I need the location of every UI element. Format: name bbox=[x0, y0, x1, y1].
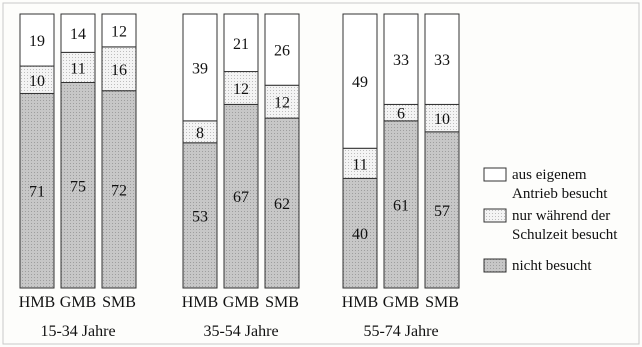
data-label: 75 bbox=[70, 178, 86, 195]
x-tick-label: SMB bbox=[265, 294, 299, 311]
group-label: 15-34 Jahre bbox=[40, 323, 115, 340]
bar-segment-nicht-besucht bbox=[60, 82, 96, 289]
x-tick-label: HMB bbox=[19, 294, 55, 311]
legend-label: aus eigenem bbox=[512, 167, 587, 183]
bar-segment-nicht-besucht bbox=[101, 90, 137, 289]
data-label: 61 bbox=[393, 197, 409, 214]
data-label: 6 bbox=[397, 106, 405, 123]
group-label: 35-54 Jahre bbox=[203, 323, 278, 340]
bar-segment-aus-eigenem-antrieb-besucht bbox=[60, 13, 96, 53]
data-label: 33 bbox=[393, 52, 409, 69]
x-tick-label: SMB bbox=[102, 294, 136, 311]
x-tick-label: GMB bbox=[223, 294, 259, 311]
data-label: 12 bbox=[111, 23, 127, 40]
x-tick-label: GMB bbox=[383, 294, 419, 311]
legend-label: Schulzeit besucht bbox=[512, 227, 618, 243]
bar-segment-nur-während-der-schulzeit-besucht bbox=[424, 103, 460, 133]
bar-segment-nur-während-der-schulzeit-besucht bbox=[264, 84, 300, 119]
bar-segment-aus-eigenem-antrieb-besucht bbox=[264, 13, 300, 86]
bar-segment-aus-eigenem-antrieb-besucht bbox=[19, 13, 55, 67]
data-label: 11 bbox=[70, 60, 85, 77]
data-label: 16 bbox=[111, 62, 127, 79]
legend-swatch bbox=[483, 167, 507, 182]
data-label: 19 bbox=[29, 33, 45, 50]
group-label: 55-74 Jahre bbox=[363, 323, 438, 340]
data-label: 33 bbox=[434, 52, 450, 69]
bar-segment-aus-eigenem-antrieb-besucht bbox=[182, 13, 218, 122]
bar-segment-nicht-besucht bbox=[342, 177, 378, 289]
bar-segment-nicht-besucht bbox=[383, 120, 419, 289]
data-label: 39 bbox=[192, 60, 208, 77]
bar-segment-aus-eigenem-antrieb-besucht bbox=[223, 13, 259, 73]
legend-label: nur während der bbox=[512, 208, 610, 224]
data-label: 21 bbox=[233, 36, 249, 53]
data-label: 49 bbox=[352, 74, 368, 91]
bar-segment-nicht-besucht bbox=[264, 117, 300, 289]
data-label: 8 bbox=[196, 125, 204, 142]
data-label: 10 bbox=[434, 111, 450, 128]
x-tick-label: HMB bbox=[342, 294, 378, 311]
bar-segment-aus-eigenem-antrieb-besucht bbox=[424, 13, 460, 105]
data-label: 26 bbox=[274, 43, 290, 60]
legend-swatch bbox=[483, 258, 507, 273]
bar-segment-nur-während-der-schulzeit-besucht bbox=[342, 147, 378, 179]
legend-swatch bbox=[483, 208, 507, 223]
x-tick-label: HMB bbox=[182, 294, 218, 311]
bar-segment-nur-während-der-schulzeit-besucht bbox=[60, 51, 96, 83]
data-label: 53 bbox=[192, 208, 208, 225]
data-label: 10 bbox=[29, 73, 45, 90]
bar-segment-nicht-besucht bbox=[19, 92, 55, 289]
data-label: 11 bbox=[352, 156, 367, 173]
x-tick-label: SMB bbox=[425, 294, 459, 311]
legend-label: Antrieb besucht bbox=[512, 186, 608, 202]
bar-segment-nicht-besucht bbox=[182, 142, 218, 289]
data-label: 67 bbox=[233, 189, 249, 206]
data-label: 40 bbox=[352, 226, 368, 243]
legend-label: nicht besucht bbox=[512, 258, 592, 274]
x-tick-label: GMB bbox=[60, 294, 96, 311]
data-label: 12 bbox=[274, 95, 290, 112]
bar-segment-aus-eigenem-antrieb-besucht bbox=[342, 13, 378, 149]
bar-segment-aus-eigenem-antrieb-besucht bbox=[101, 13, 137, 48]
bar-segment-nicht-besucht bbox=[223, 103, 259, 289]
bar-segment-aus-eigenem-antrieb-besucht bbox=[383, 13, 419, 105]
data-label: 12 bbox=[233, 81, 249, 98]
data-label: 62 bbox=[274, 196, 290, 213]
bar-segment-nur-während-der-schulzeit-besucht bbox=[101, 46, 137, 92]
data-label: 72 bbox=[111, 182, 127, 199]
data-label: 14 bbox=[70, 26, 86, 43]
data-label: 71 bbox=[29, 184, 45, 201]
data-label: 57 bbox=[434, 203, 450, 220]
